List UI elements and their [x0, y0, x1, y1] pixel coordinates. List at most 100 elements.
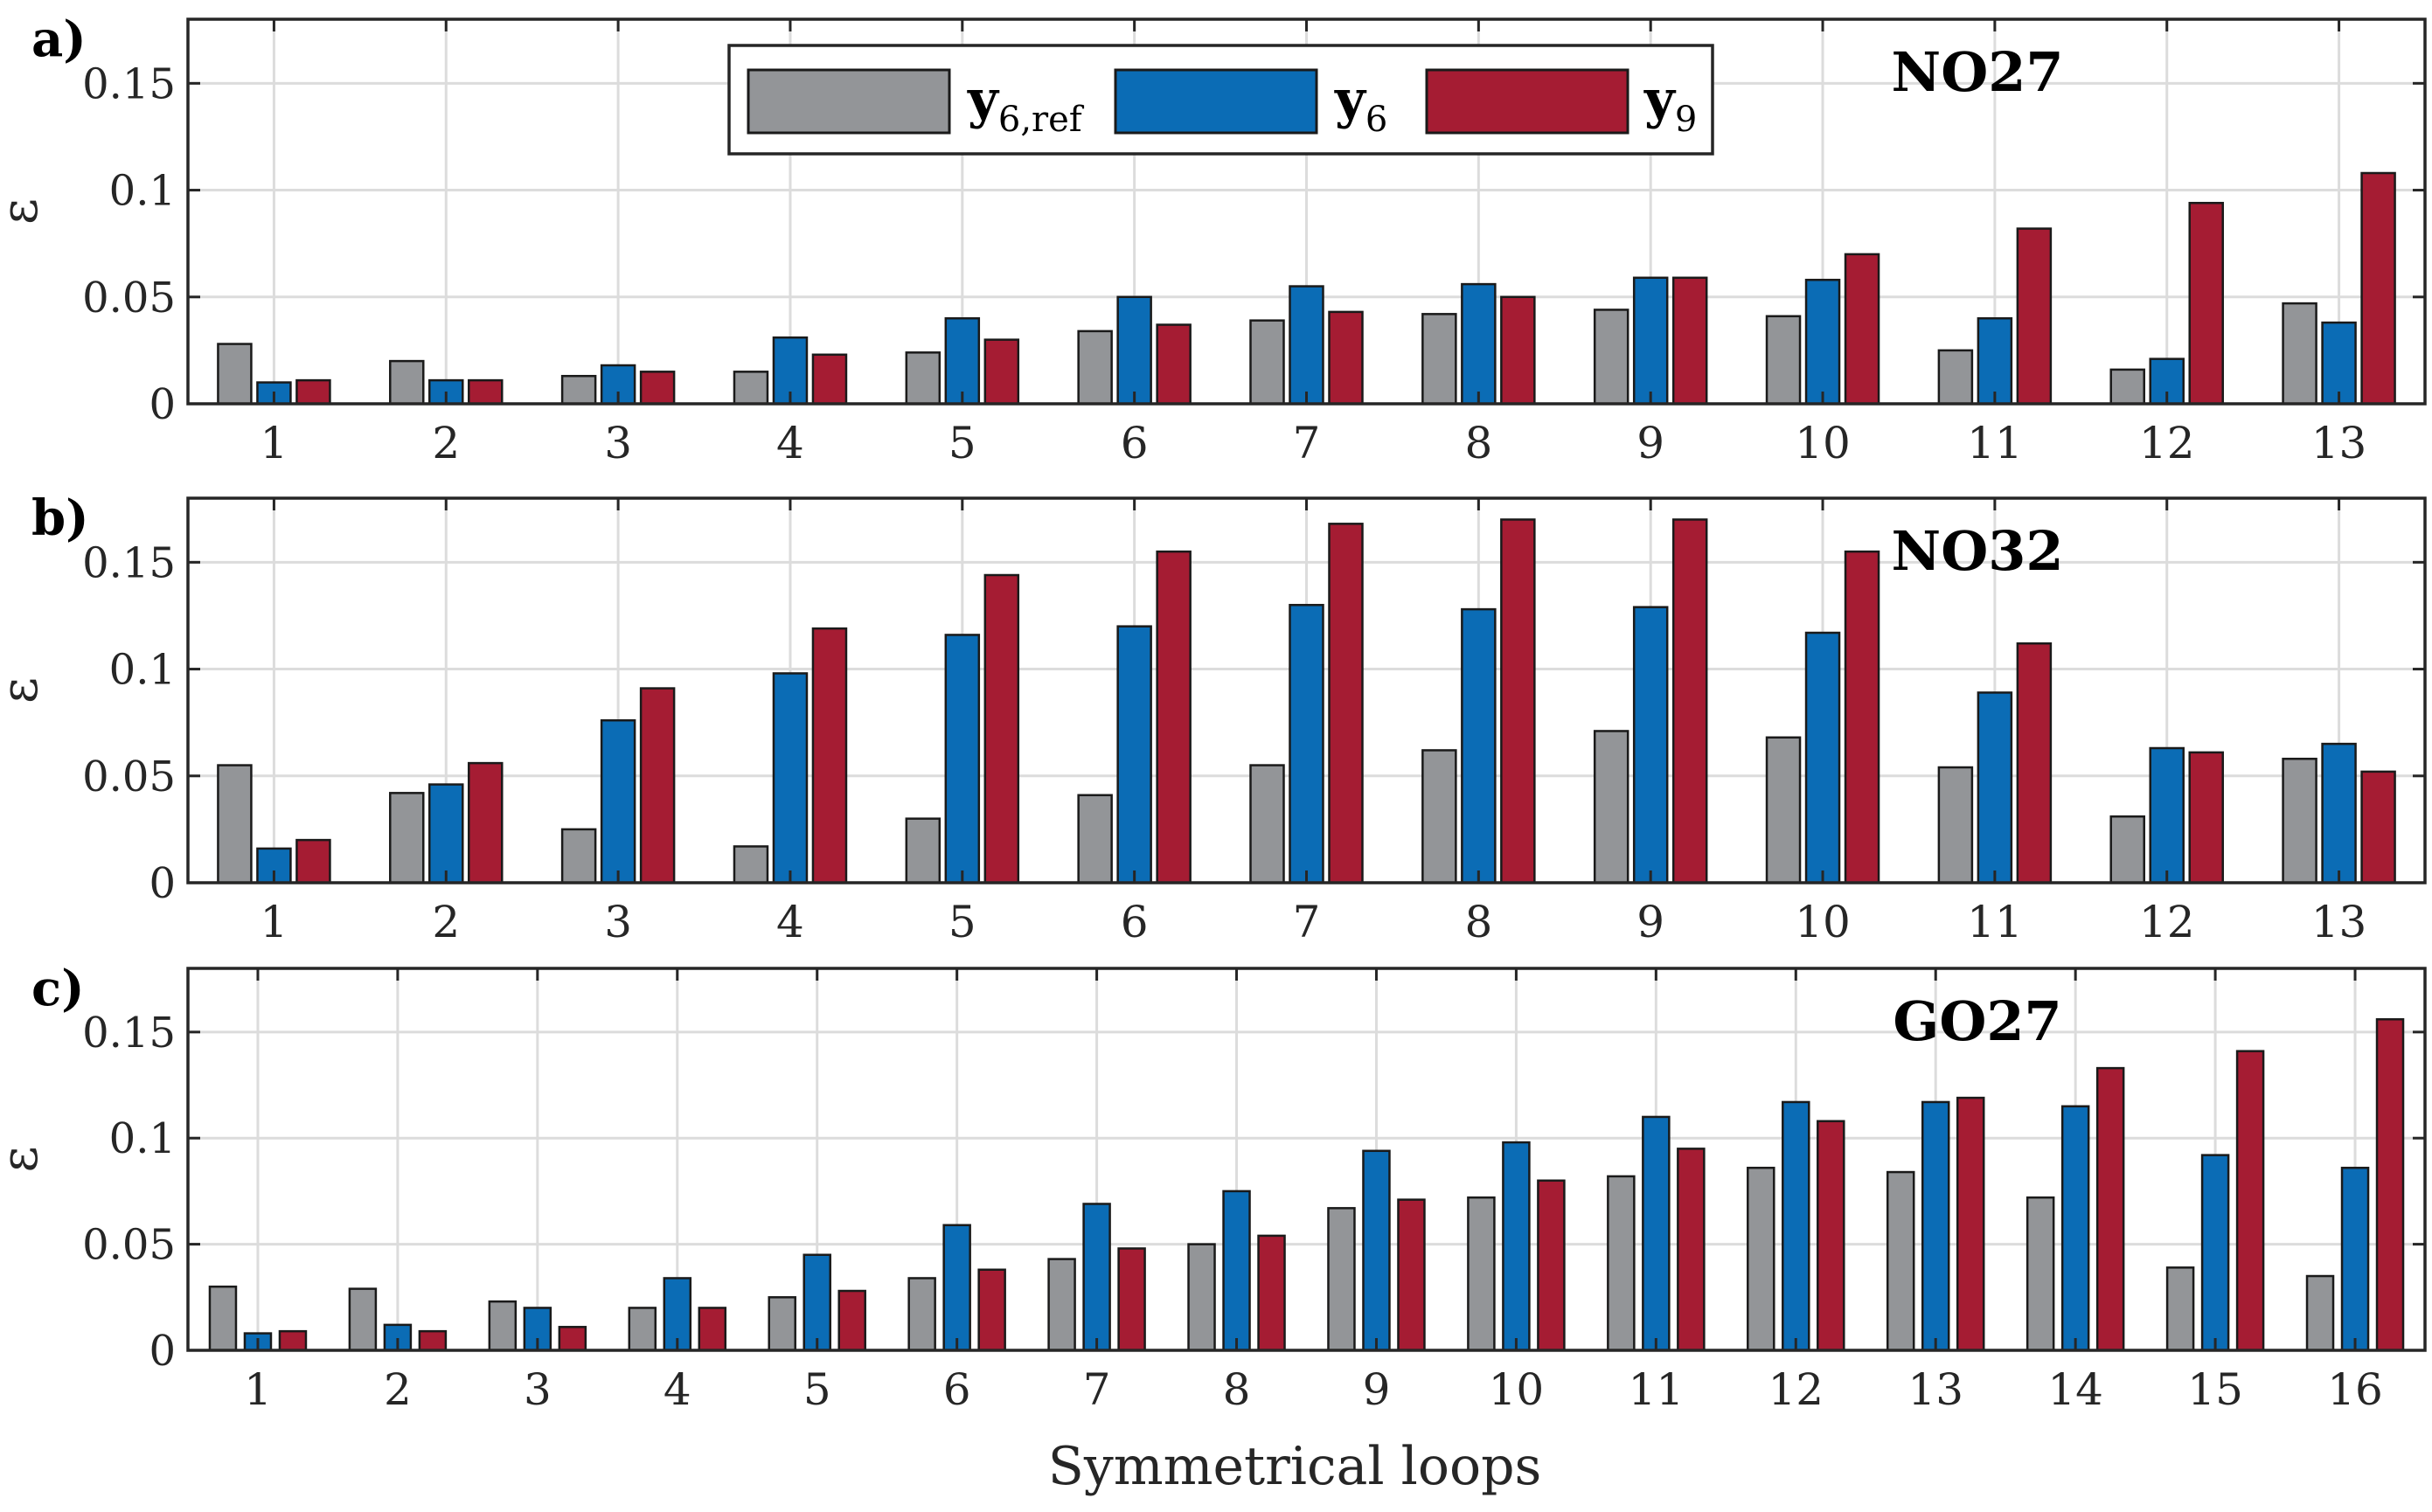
- bar-y6-loop-6: [942, 1224, 971, 1352]
- x-tick-label: 2: [432, 418, 460, 468]
- bar-y6-loop-2: [428, 783, 464, 884]
- bar-y6-loop-9: [1632, 606, 1669, 884]
- bar-y6-loop-12: [2149, 746, 2185, 884]
- bar-y9-loop-2: [418, 1329, 448, 1352]
- bar-y6ref-loop-3: [488, 1300, 518, 1352]
- x-tick-label: 12: [2139, 897, 2195, 947]
- bar-y6ref-loop-6: [1077, 794, 1113, 884]
- panel-title: NO32: [1892, 519, 2064, 583]
- x-tick-label: 12: [1768, 1364, 1824, 1415]
- y-tick-label: 0.05: [82, 274, 176, 323]
- bar-y9-loop-2: [468, 378, 504, 406]
- bar-y6-loop-5: [944, 316, 981, 406]
- x-tick-label: 5: [803, 1364, 831, 1415]
- bar-y9-loop-10: [1844, 550, 1880, 884]
- legend-swatch-y9: [1425, 68, 1629, 135]
- bar-y9-loop-8: [1500, 518, 1536, 884]
- x-tick-label: 6: [1121, 418, 1149, 468]
- bar-y6-loop-8: [1461, 607, 1497, 884]
- bar-y6ref-loop-9: [1593, 730, 1629, 884]
- bar-y6-loop-9: [1362, 1149, 1391, 1352]
- bar-y6-loop-10: [1502, 1141, 1531, 1352]
- bar-y6-loop-4: [772, 672, 809, 884]
- bar-y6ref-loop-2: [389, 359, 425, 406]
- chart-panel-2: 00.050.10.1512345678910111213εb)NO32: [0, 489, 2427, 947]
- bar-y6-loop-8: [1222, 1189, 1251, 1352]
- bar-y9-loop-5: [983, 338, 1020, 406]
- x-tick-label: 3: [604, 897, 632, 947]
- bar-y6-loop-5: [803, 1253, 831, 1352]
- bar-y6ref-loop-4: [733, 845, 769, 884]
- bar-y9-loop-4: [698, 1307, 727, 1352]
- axes-frame: [186, 967, 2427, 1352]
- bar-y9-loop-1: [295, 838, 331, 884]
- y-tick-label: 0.05: [82, 753, 176, 801]
- bar-y6ref-loop-7: [1249, 319, 1285, 406]
- bar-y9-loop-11: [1677, 1148, 1706, 1352]
- y-tick-label: 0.15: [82, 59, 176, 108]
- bar-y9-loop-12: [2188, 751, 2224, 884]
- bar-y6ref-loop-15: [2165, 1266, 2195, 1352]
- bar-y9-loop-9: [1671, 276, 1708, 406]
- x-tick-label: 8: [1464, 418, 1492, 468]
- legend-label-main: y: [967, 69, 1000, 130]
- x-tick-label: 13: [2311, 418, 2367, 468]
- legend-label-subscript: 6: [1365, 100, 1387, 140]
- bar-y9-loop-5: [837, 1289, 866, 1352]
- bar-y9-loop-1: [295, 378, 331, 406]
- bar-y6-loop-14: [2060, 1105, 2090, 1352]
- y-axis-label: ε: [0, 198, 49, 225]
- legend-label-y9: y9: [1643, 69, 1697, 140]
- bar-y6-loop-16: [2340, 1166, 2370, 1352]
- x-tick-label: 8: [1223, 1364, 1251, 1415]
- bar-y9-loop-7: [1328, 310, 1364, 406]
- bar-y6-loop-7: [1289, 285, 1324, 406]
- x-tick-label: 10: [1795, 897, 1851, 947]
- x-tick-label: 16: [2327, 1364, 2383, 1415]
- bar-y6ref-loop-12: [2109, 368, 2145, 406]
- bar-y6ref-loop-1: [217, 343, 253, 406]
- bar-y9-loop-3: [639, 371, 676, 406]
- y-tick-label: 0: [149, 1327, 176, 1376]
- panel-label: b): [31, 489, 89, 547]
- bar-y9-loop-5: [983, 573, 1020, 884]
- chart-panel-3: 00.050.10.1512345678910111213141516εc)GO…: [0, 960, 2427, 1415]
- bar-y9-loop-7: [1328, 523, 1364, 884]
- x-tick-label: 8: [1464, 897, 1492, 947]
- bar-y6-loop-7: [1289, 603, 1324, 884]
- panel-title: GO27: [1893, 989, 2061, 1053]
- bar-y6ref-loop-8: [1421, 749, 1457, 884]
- y-tick-label: 0: [149, 859, 176, 908]
- y-tick-label: 0.1: [109, 167, 176, 216]
- bar-y9-loop-4: [811, 353, 848, 406]
- bar-y6ref-loop-10: [1765, 315, 1802, 406]
- x-tick-label: 5: [948, 897, 976, 947]
- bar-y9-loop-6: [977, 1268, 1006, 1352]
- bar-y6ref-loop-9: [1593, 309, 1629, 406]
- bar-y6ref-loop-11: [1937, 349, 1974, 406]
- x-tick-label: 6: [943, 1364, 971, 1415]
- x-tick-label: 9: [1363, 1364, 1391, 1415]
- bar-y6-loop-5: [944, 634, 981, 884]
- x-tick-label: 1: [244, 1364, 272, 1415]
- y-axis-label: ε: [0, 677, 49, 704]
- bar-y9-loop-13: [2360, 171, 2396, 406]
- y-tick-label: 0.15: [82, 538, 176, 587]
- bar-y9-loop-3: [639, 687, 676, 884]
- x-tick-label: 4: [776, 897, 804, 947]
- x-tick-label: 4: [776, 418, 804, 468]
- bar-y9-loop-16: [2375, 1018, 2405, 1352]
- bar-y9-loop-11: [2016, 642, 2053, 884]
- bar-y6-loop-10: [1804, 278, 1841, 406]
- bar-y6ref-loop-4: [733, 371, 769, 406]
- bar-y6-loop-6: [1116, 625, 1152, 884]
- bar-y6-loop-10: [1804, 631, 1841, 884]
- bar-y6ref-loop-2: [348, 1287, 378, 1352]
- bar-y9-loop-8: [1257, 1234, 1286, 1352]
- bar-y9-loop-12: [2188, 201, 2224, 406]
- x-tick-label: 11: [1967, 897, 2023, 947]
- bar-y6-loop-13: [1921, 1100, 1950, 1352]
- bar-y9-loop-9: [1671, 518, 1708, 884]
- bar-y6ref-loop-16: [2305, 1274, 2335, 1352]
